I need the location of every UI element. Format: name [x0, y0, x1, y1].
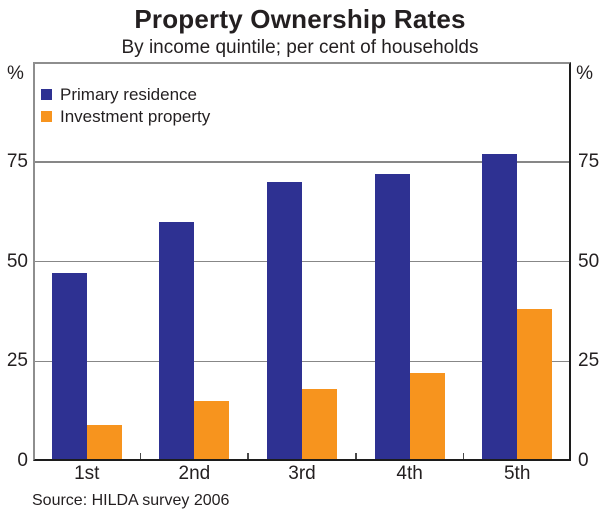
bar-primary-residence-4th [374, 173, 410, 461]
plot-area: Primary residence Investment property [33, 62, 571, 461]
y-tick-label-left-75: 75 [6, 150, 28, 172]
legend-label-primary-residence: Primary residence [60, 85, 197, 104]
legend-item-investment-property: Investment property [41, 107, 210, 126]
bar-investment-property-3rd [302, 389, 337, 461]
x-axis-tick-3 [355, 453, 357, 461]
legend-label-investment-property: Investment property [60, 107, 211, 126]
bar-investment-property-1st [86, 425, 122, 461]
y-axis-unit-right: % [576, 63, 593, 84]
x-axis-tick-2 [247, 453, 249, 461]
y-axis-unit-left: % [7, 63, 24, 84]
x-axis-label-2nd: 2nd [178, 463, 211, 484]
legend-swatch-primary-residence [41, 89, 52, 100]
legend-item-primary-residence: Primary residence [41, 85, 210, 104]
y-tick-label-left-0: 0 [17, 450, 28, 471]
y-tick-label-left-50: 50 [6, 250, 28, 272]
y-tick-label-right-25: 25 [578, 350, 600, 372]
bar-investment-property-2nd [194, 401, 230, 461]
bar-investment-property-5th [517, 309, 553, 461]
gridline-25 [33, 360, 571, 362]
x-axis-tick-4 [462, 453, 465, 461]
x-axis-label-1st: 1st [74, 463, 100, 484]
x-axis-label-4th: 4th [396, 463, 423, 484]
gridline-50 [33, 260, 571, 263]
y-tick-label-left-25: 25 [6, 350, 28, 372]
bar-investment-property-4th [409, 373, 445, 461]
y-tick-label-right-50: 50 [578, 250, 600, 272]
source-note: Source: HILDA survey 2006 [32, 492, 230, 509]
legend-swatch-investment-property [41, 111, 52, 122]
bar-primary-residence-1st [51, 273, 87, 461]
gridline-75 [33, 161, 571, 163]
legend: Primary residence Investment property [41, 85, 210, 129]
chart-title: Property Ownership Rates [134, 4, 466, 34]
y-tick-label-right-75: 75 [578, 150, 600, 172]
chart-subtitle: By income quintile; per cent of househol… [121, 37, 479, 58]
y-tick-label-right-0: 0 [578, 450, 589, 471]
bar-primary-residence-3rd [267, 181, 302, 461]
bar-primary-residence-5th [482, 153, 518, 461]
bar-primary-residence-2nd [159, 221, 195, 461]
x-axis-label-3rd: 3rd [288, 463, 316, 484]
x-axis-tick-1 [139, 453, 142, 461]
x-axis-label-5th: 5th [503, 463, 531, 484]
